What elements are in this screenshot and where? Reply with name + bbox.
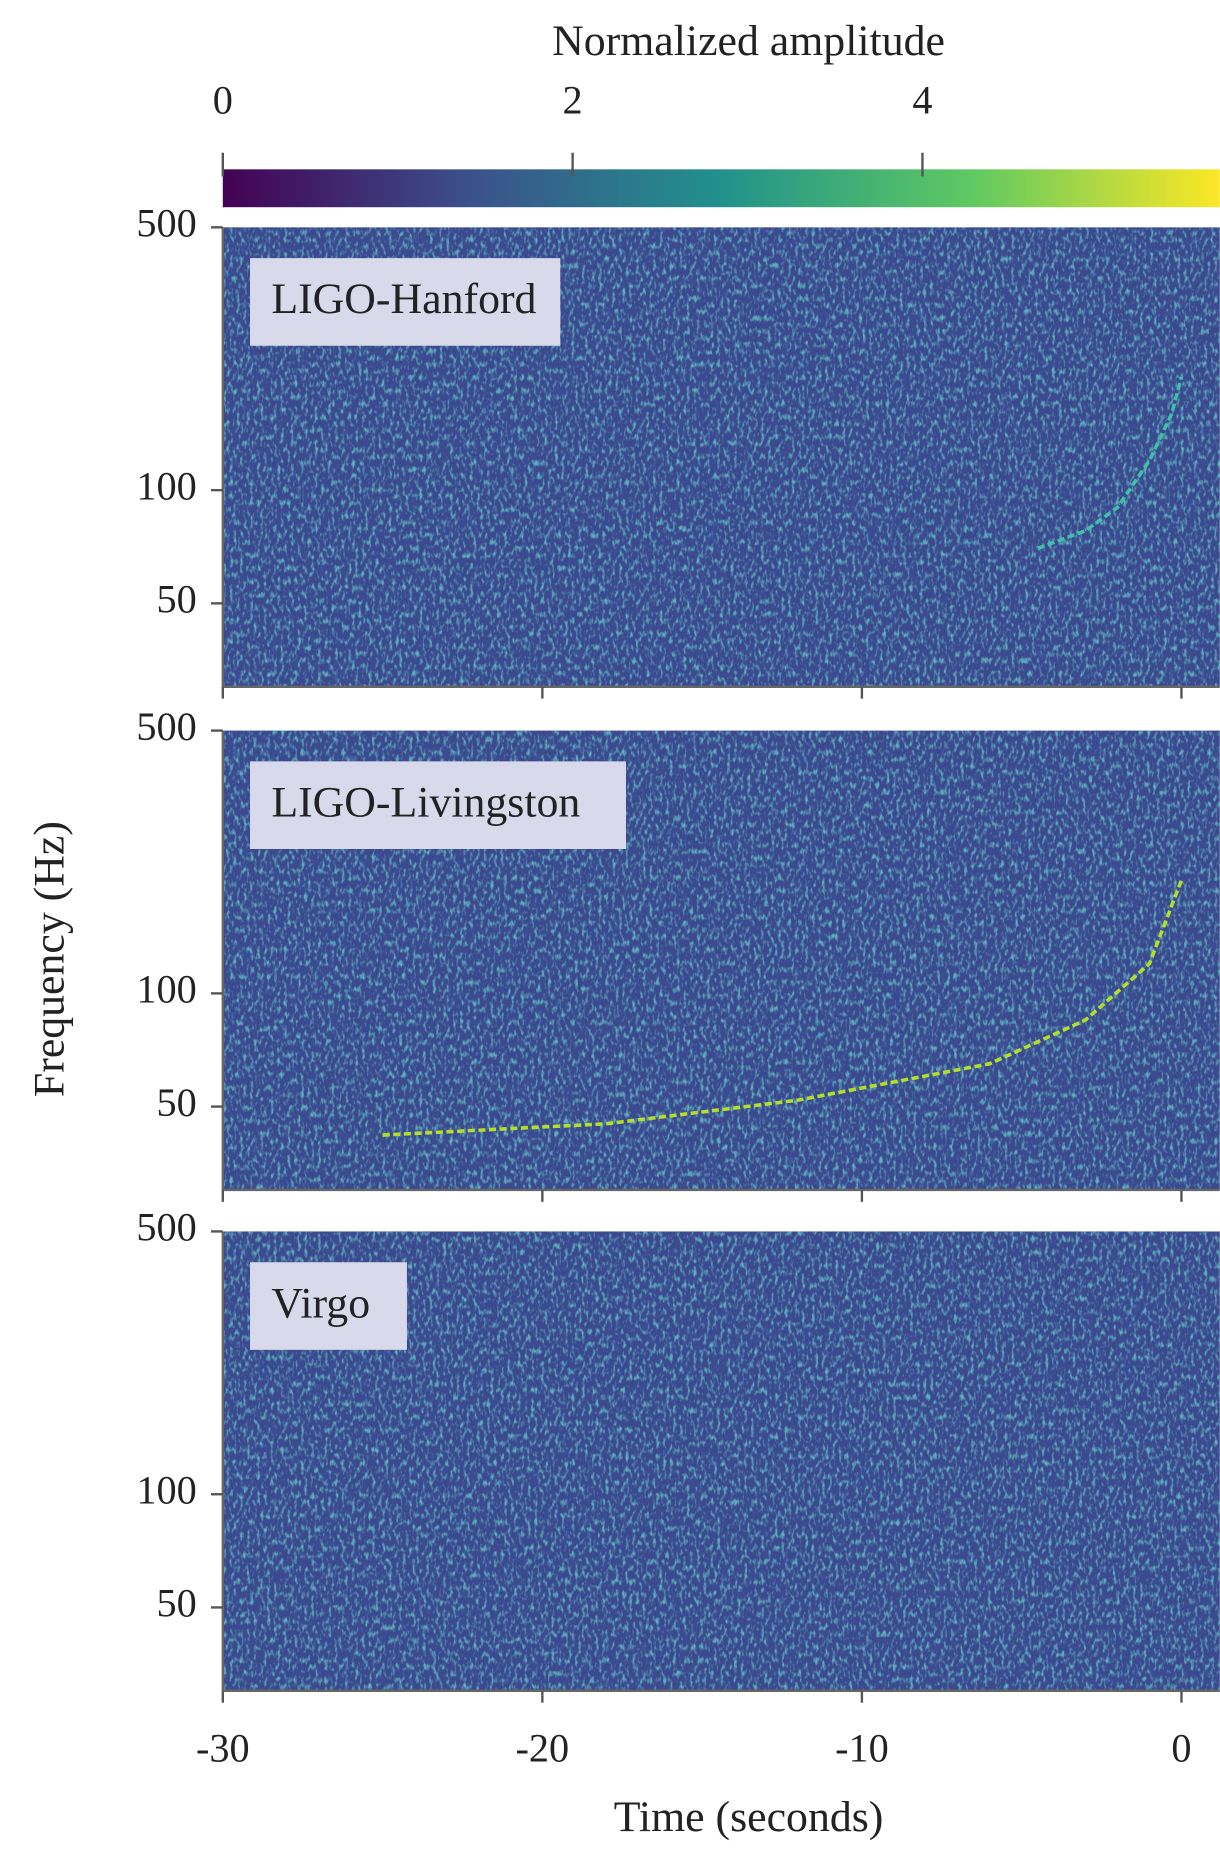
panel-label-box [250, 258, 561, 346]
y-tick-label: 100 [136, 967, 196, 1012]
panel-label: LIGO-Livingston [271, 778, 580, 826]
panel-label: LIGO-Hanford [271, 275, 536, 323]
x-axis-label: Time (seconds) [614, 1793, 884, 1841]
panel-label: Virgo [271, 1279, 370, 1327]
colorbar-tick-label: 0 [213, 77, 233, 122]
y-tick-label: 500 [136, 201, 196, 246]
y-axis-label: Frequency (Hz) [26, 821, 74, 1097]
y-tick-label: 500 [136, 1205, 196, 1250]
x-tick-label: -30 [196, 1726, 250, 1771]
colorbar-label: Normalized amplitude [552, 17, 945, 65]
x-tick-label: -20 [516, 1726, 570, 1771]
chirp-track [1037, 376, 1184, 551]
y-tick-label: 50 [157, 577, 197, 622]
x-tick-label: -10 [835, 1726, 889, 1771]
panel-label-box [250, 1262, 407, 1350]
y-tick-label: 50 [157, 1581, 197, 1626]
colorbar [222, 169, 1220, 208]
y-tick-label: 500 [136, 704, 196, 749]
colorbar-tick-label: 4 [912, 77, 932, 122]
panel-label-box [250, 761, 626, 849]
y-tick-label: 50 [157, 1080, 197, 1125]
y-tick-label: 100 [136, 463, 196, 508]
chirp-track [382, 879, 1184, 1137]
y-tick-label: 100 [136, 1467, 196, 1512]
colorbar-tick-label: 2 [563, 77, 583, 122]
x-tick-label: 0 [1171, 1726, 1191, 1771]
